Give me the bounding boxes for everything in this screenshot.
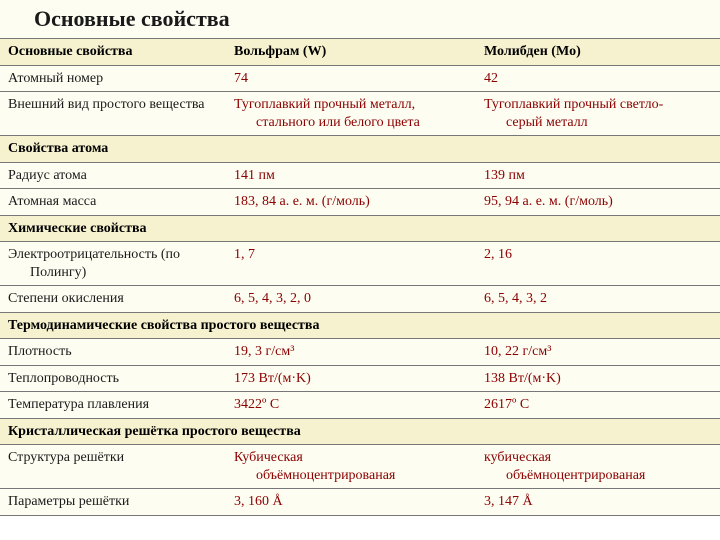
section-row: Свойства атома (0, 136, 720, 163)
header-cell: Основные свойства (0, 39, 226, 66)
table-row: Атомная масса183, 84 а. е. м. (г/моль)95… (0, 189, 720, 216)
table-row: Параметры решётки3, 160 Å3, 147 Å (0, 489, 720, 516)
property-cell: Структура решётки (0, 445, 226, 489)
value-cell: 1, 7 (226, 242, 476, 286)
value-cell: 3, 160 Å (226, 489, 476, 516)
section-row: Кристаллическая решётка простого веществ… (0, 418, 720, 445)
value-cell: 19, 3 г/см³ (226, 339, 476, 366)
table-row: Степени окисления6, 5, 4, 3, 2, 06, 5, 4… (0, 286, 720, 313)
properties-table: Основные свойстваВольфрам (W)Молибден (M… (0, 38, 720, 516)
section-row: Термодинамические свойства простого веще… (0, 312, 720, 339)
value-cell: 173 Вт/(м·K) (226, 365, 476, 392)
property-cell: Теплопроводность (0, 365, 226, 392)
section-label: Термодинамические свойства простого веще… (0, 312, 720, 339)
table-row: Структура решёткиКубическаяобъёмноцентри… (0, 445, 720, 489)
value-cell: Тугоплавкий прочный светло-серый металл (476, 92, 720, 136)
header-cell: Вольфрам (W) (226, 39, 476, 66)
property-cell: Плотность (0, 339, 226, 366)
page-title: Основные свойства (0, 0, 720, 38)
value-cell: 74 (226, 65, 476, 92)
property-cell: Параметры решётки (0, 489, 226, 516)
section-row: Химические свойства (0, 215, 720, 242)
value-cell: 10, 22 г/см³ (476, 339, 720, 366)
value-cell: 183, 84 а. е. м. (г/моль) (226, 189, 476, 216)
header-cell: Молибден (Mo) (476, 39, 720, 66)
table-row: Атомный номер7442 (0, 65, 720, 92)
section-label: Кристаллическая решётка простого веществ… (0, 418, 720, 445)
property-cell: Атомный номер (0, 65, 226, 92)
table-row: Теплопроводность173 Вт/(м·K)138 Вт/(м·K) (0, 365, 720, 392)
property-cell: Степени окисления (0, 286, 226, 313)
value-cell: 2617º C (476, 392, 720, 419)
value-cell: 141 пм (226, 162, 476, 189)
table-row: Внешний вид простого веществаТугоплавкий… (0, 92, 720, 136)
value-cell: 3, 147 Å (476, 489, 720, 516)
value-cell: кубическаяобъёмноцентрированая (476, 445, 720, 489)
value-cell: 42 (476, 65, 720, 92)
table-row: Электроотрицательность (поПолингу)1, 72,… (0, 242, 720, 286)
value-cell: 6, 5, 4, 3, 2 (476, 286, 720, 313)
value-cell: 2, 16 (476, 242, 720, 286)
property-cell: Внешний вид простого вещества (0, 92, 226, 136)
table-row: Радиус атома141 пм139 пм (0, 162, 720, 189)
property-cell: Электроотрицательность (поПолингу) (0, 242, 226, 286)
property-cell: Радиус атома (0, 162, 226, 189)
property-cell: Температура плавления (0, 392, 226, 419)
section-label: Свойства атома (0, 136, 720, 163)
value-cell: 95, 94 а. е. м. (г/моль) (476, 189, 720, 216)
table-row: Температура плавления3422º C2617º C (0, 392, 720, 419)
value-cell: 139 пм (476, 162, 720, 189)
value-cell: 138 Вт/(м·K) (476, 365, 720, 392)
table-header-row: Основные свойстваВольфрам (W)Молибден (M… (0, 39, 720, 66)
value-cell: 3422º C (226, 392, 476, 419)
value-cell: 6, 5, 4, 3, 2, 0 (226, 286, 476, 313)
property-cell: Атомная масса (0, 189, 226, 216)
value-cell: Тугоплавкий прочный металл,стального или… (226, 92, 476, 136)
section-label: Химические свойства (0, 215, 720, 242)
value-cell: Кубическаяобъёмноцентрированая (226, 445, 476, 489)
table-row: Плотность19, 3 г/см³10, 22 г/см³ (0, 339, 720, 366)
